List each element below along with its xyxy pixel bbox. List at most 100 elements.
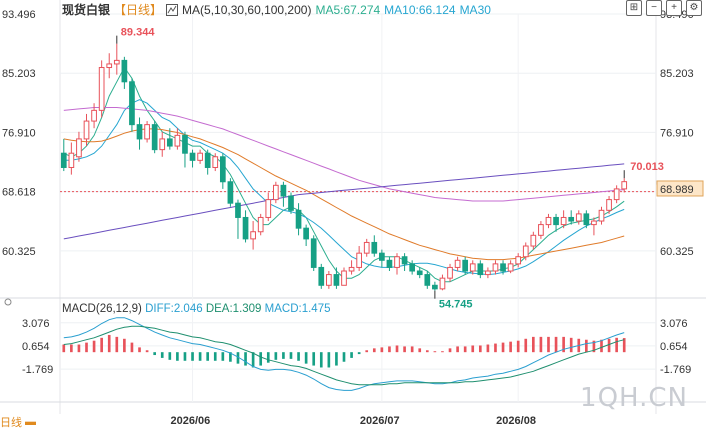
macd-bar-positive bbox=[456, 346, 459, 353]
macd-axis-label-right: 3.076 bbox=[660, 318, 688, 330]
price-axis-label-right: 60.325 bbox=[660, 246, 694, 258]
candle-down bbox=[310, 238, 317, 268]
macd-bar-negative bbox=[304, 352, 308, 364]
macd-bar-positive bbox=[70, 344, 73, 353]
candle-down bbox=[583, 213, 590, 226]
current-price-tag bbox=[656, 180, 704, 197]
candle-down bbox=[386, 259, 393, 268]
macd-bar-negative bbox=[274, 352, 278, 360]
macd-bar-negative bbox=[289, 352, 293, 359]
price-axis-label-left: 76.910 bbox=[2, 127, 36, 139]
macd-bar-positive bbox=[569, 337, 573, 353]
macd-bar-positive bbox=[592, 340, 596, 353]
settings-icon[interactable]: ⚙ bbox=[686, 0, 702, 16]
candle-down bbox=[303, 227, 309, 240]
macd-bar-positive bbox=[607, 338, 611, 353]
candle-up bbox=[265, 199, 272, 218]
date-axis-label: 2026/06 bbox=[171, 415, 211, 427]
price-axis-label-right: 76.910 bbox=[660, 127, 694, 139]
macd-bar-negative bbox=[342, 352, 346, 362]
candle-down bbox=[371, 241, 378, 254]
macd-legend: MACD(26,12,9) DIFF:2.046 DEA:1.309 MACD:… bbox=[62, 303, 331, 315]
candle-down bbox=[500, 263, 506, 272]
candle-up bbox=[326, 274, 332, 286]
macd-axis-label-right: 0.654 bbox=[660, 341, 688, 353]
candle-down bbox=[182, 134, 188, 154]
macd-bar-positive bbox=[395, 345, 399, 353]
macd-bar-positive bbox=[478, 345, 482, 353]
date-axis-label: 2026/08 bbox=[496, 415, 536, 427]
macd-bar-negative bbox=[259, 352, 263, 366]
macd-bar-positive bbox=[494, 343, 497, 353]
ma-settings-icon[interactable] bbox=[166, 3, 179, 16]
minus-icon[interactable]: − bbox=[646, 0, 662, 16]
macd-bar-positive bbox=[372, 348, 376, 353]
candle-up bbox=[394, 256, 400, 268]
candle-down bbox=[151, 124, 158, 151]
ma30-value: MA30 bbox=[459, 2, 491, 17]
macd-bar-positive bbox=[92, 340, 96, 353]
plus-icon[interactable]: + bbox=[666, 0, 682, 16]
candle-up bbox=[439, 277, 446, 290]
candle-down bbox=[121, 59, 128, 83]
macd-axis-label-left: 0.654 bbox=[22, 341, 50, 353]
macd-bar-negative bbox=[319, 352, 323, 368]
price-axis-label-left: 60.325 bbox=[2, 246, 36, 258]
macd-bar-positive bbox=[403, 346, 406, 353]
price-axis-label-left: 93.496 bbox=[2, 9, 36, 21]
candle-down bbox=[568, 216, 575, 222]
candle-up bbox=[76, 138, 82, 158]
candle-down bbox=[219, 156, 226, 183]
candle-down bbox=[166, 138, 173, 147]
candle-up bbox=[606, 199, 612, 211]
candle-down bbox=[242, 216, 249, 240]
candle-down bbox=[129, 81, 135, 126]
macd-bar-positive bbox=[509, 341, 512, 353]
period-label[interactable]: 【日线】 bbox=[114, 3, 163, 17]
candle-up bbox=[197, 152, 203, 161]
macd-axis-label-left: -1.769 bbox=[22, 364, 53, 376]
candle-down bbox=[553, 216, 559, 226]
grid-icon[interactable]: ⊞ bbox=[626, 0, 642, 16]
macd-bar-positive bbox=[622, 338, 626, 353]
macd-bar-negative bbox=[357, 352, 361, 355]
candle-down bbox=[462, 259, 469, 272]
macd-bar-positive bbox=[547, 336, 550, 353]
candle-up bbox=[492, 263, 499, 272]
candle-down bbox=[401, 256, 408, 265]
macd-bar-positive bbox=[100, 337, 103, 353]
period-selector-label: 日线 bbox=[0, 417, 22, 429]
macd-bar-positive bbox=[554, 336, 558, 353]
candle-up bbox=[545, 216, 552, 226]
candle-up bbox=[454, 259, 461, 268]
candle-up bbox=[341, 270, 347, 286]
macd-bar-positive bbox=[615, 337, 618, 353]
price-axis-label-right: 85.203 bbox=[660, 68, 694, 80]
macd-bar-positive bbox=[486, 344, 490, 353]
macd-bar-negative bbox=[213, 352, 217, 361]
candle-up bbox=[515, 256, 522, 265]
candle-up bbox=[113, 59, 120, 65]
candle-up bbox=[212, 156, 219, 168]
candle-down bbox=[227, 181, 234, 204]
candle-down bbox=[318, 266, 325, 286]
macd-bar-negative bbox=[327, 352, 331, 368]
candle-up bbox=[250, 231, 256, 240]
candle-up bbox=[144, 124, 150, 140]
macd-title: MACD(26,12,9) bbox=[62, 303, 142, 315]
macd-bar-negative bbox=[191, 352, 194, 361]
macd-bar-negative bbox=[153, 352, 156, 356]
macd-bar-positive bbox=[539, 336, 543, 353]
macd-bar-negative bbox=[335, 352, 338, 366]
period-selector[interactable]: 日线 ▬ bbox=[0, 414, 36, 430]
candle-down bbox=[416, 270, 423, 276]
macd-bar-positive bbox=[516, 340, 520, 353]
ma30-line bbox=[63, 128, 625, 261]
candle-up bbox=[356, 252, 362, 268]
dropdown-icon: ▬ bbox=[25, 416, 36, 428]
candle-down bbox=[189, 152, 196, 161]
instrument-title: 现货白银 bbox=[62, 3, 111, 17]
macd-dea-value: DEA:1.309 bbox=[205, 303, 262, 315]
candle-up bbox=[363, 241, 370, 254]
